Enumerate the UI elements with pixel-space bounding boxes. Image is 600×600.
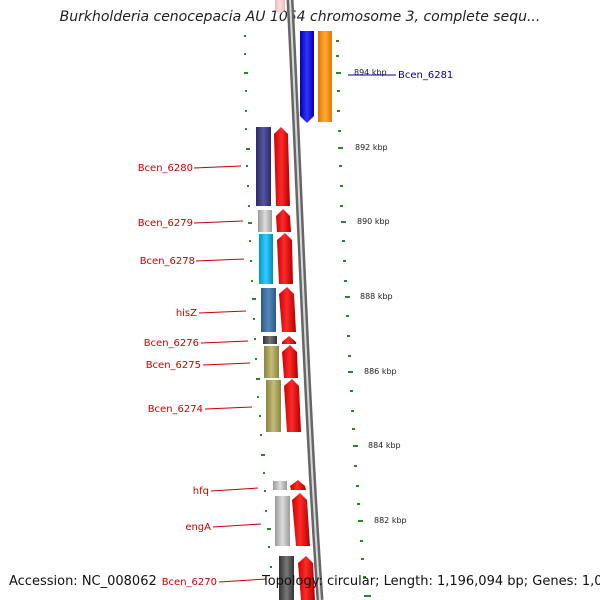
gene-arrow-6270 [298,556,315,600]
chromosome-backbone-highlight [289,0,321,600]
scale-label: 892 kbp [355,143,388,152]
gene-label-hisz: hisZ [176,308,197,319]
gene-block-6280 [256,127,271,206]
scale-labels: 894 kbp 892 kbp 890 kbp 888 kbp 886 kbp … [354,68,407,525]
gene-block-6274 [266,380,281,432]
scale-label: 890 kbp [357,217,390,226]
gene-label-bcen-6280: Bcen_6280 [138,163,193,174]
scale-label: 886 kbp [364,367,397,376]
scale-label: 882 kbp [374,516,407,525]
gene-block-6275 [264,346,279,378]
gene-block-6276 [263,336,277,344]
gene-arrow-6278 [277,233,293,284]
topology-info: Topology: circular; Length: 1,196,094 bp… [262,574,600,589]
gene-label-bcen-6274: Bcen_6274 [148,404,203,415]
gene-block-6270 [279,556,294,600]
gene-label-bcen-6279: Bcen_6279 [138,218,193,229]
gene-bcen-6281-orange [318,31,332,122]
gene-arrow-6274 [284,379,301,432]
gene-arrow-6280 [274,127,290,206]
gene-arrow-6276 [282,336,296,344]
gene-arrow-top [275,0,285,14]
gene-arrow-enga [292,493,310,546]
gene-label-bcen-6278: Bcen_6278 [140,256,195,267]
gene-label-bcen-6275: Bcen_6275 [146,360,201,371]
gene-label-bcen-6281: Bcen_6281 [398,70,453,81]
gene-label-enga: engA [185,522,211,533]
gene-arrow-6279 [276,209,291,232]
outer-scale-ticks [336,40,371,597]
inner-scale-ticks [244,35,272,568]
scale-label: 884 kbp [368,441,401,450]
gene-label-bcen-6270: Bcen_6270 [162,577,217,588]
gene-arrow-6275 [282,345,298,378]
gene-block-6279 [258,210,272,232]
gene-arrow-hisz [279,287,296,332]
gene-label-hfq: hfq [193,486,209,497]
gene-bcen-6281-blue [300,31,314,123]
scale-label: 894 kbp [354,68,387,77]
gene-block-6278 [259,234,273,284]
map-title: Burkholderia cenocepacia AU 1054 chromos… [59,9,541,25]
leader-lines [193,165,267,583]
gene-arrow-hfq [290,480,306,490]
accession-info: Accession: NC_008062 [9,574,157,589]
gene-block-hfq [273,481,287,490]
gene-label-bcen-6276: Bcen_6276 [144,338,199,349]
gene-block-enga [275,496,290,546]
gene-block-hisz [261,288,276,332]
scale-label: 888 kbp [360,292,393,301]
